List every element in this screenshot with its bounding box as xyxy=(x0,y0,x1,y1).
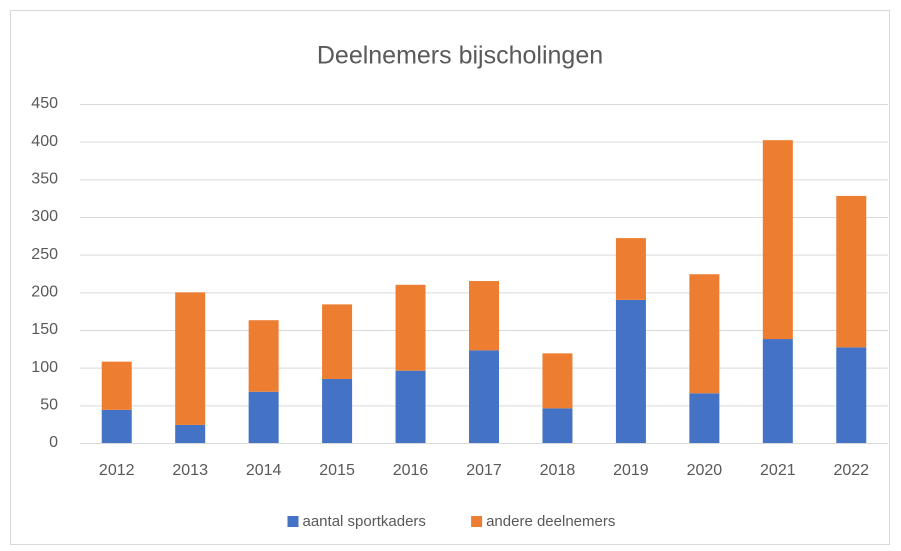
legend-label: aantal sportkaders xyxy=(303,513,426,530)
y-tick-label: 400 xyxy=(31,133,58,150)
bar-segment xyxy=(836,195,867,348)
x-tick-label: 2012 xyxy=(99,462,135,479)
bar-segment xyxy=(248,391,279,443)
bar-segment xyxy=(615,299,646,443)
bar-segment xyxy=(248,320,279,392)
x-tick-label: 2014 xyxy=(246,462,282,479)
y-tick-label: 250 xyxy=(31,246,58,263)
bar-segment xyxy=(689,274,720,394)
legend-swatch xyxy=(471,516,483,527)
x-tick-label: 2020 xyxy=(687,462,723,479)
legend-swatch xyxy=(287,516,299,527)
bar-segment xyxy=(762,140,793,340)
bar-segment xyxy=(836,347,867,443)
y-tick-label: 50 xyxy=(40,397,58,414)
bar-segment xyxy=(542,353,573,409)
y-tick-label: 450 xyxy=(31,95,58,112)
bar-segment xyxy=(395,284,426,371)
chart-title: Deelnemers bijscholingen xyxy=(317,42,603,70)
bar-segment xyxy=(762,339,793,443)
bar-segment xyxy=(395,370,426,443)
y-tick-label: 200 xyxy=(31,284,58,301)
x-tick-label: 2022 xyxy=(833,462,869,479)
bar-segment xyxy=(615,238,646,300)
bar-segment xyxy=(101,361,132,410)
bar-segment xyxy=(542,408,573,443)
bar-segment xyxy=(175,292,206,425)
x-tick-label: 2013 xyxy=(172,462,208,479)
x-tick-label: 2017 xyxy=(466,462,502,479)
x-tick-label: 2016 xyxy=(393,462,429,479)
bar-segment xyxy=(469,281,499,351)
y-tick-label: 350 xyxy=(31,171,58,188)
x-tick-label: 2018 xyxy=(540,462,576,479)
y-tick-label: 0 xyxy=(49,434,58,451)
x-tick-label: 2015 xyxy=(319,462,355,479)
y-tick-label: 300 xyxy=(31,208,58,225)
y-tick-label: 100 xyxy=(31,359,58,376)
x-tick-label: 2021 xyxy=(760,462,796,479)
legend-label: andere deelnemers xyxy=(486,513,615,530)
bar-segment xyxy=(469,350,499,443)
bar-segment xyxy=(175,424,206,443)
y-tick-label: 150 xyxy=(31,321,58,338)
x-tick-label: 2019 xyxy=(613,462,649,479)
bar-segment xyxy=(101,409,132,443)
bar-segment xyxy=(322,378,353,443)
bar-segment xyxy=(689,393,720,443)
chart-border xyxy=(10,10,890,545)
bar-segment xyxy=(322,304,353,379)
